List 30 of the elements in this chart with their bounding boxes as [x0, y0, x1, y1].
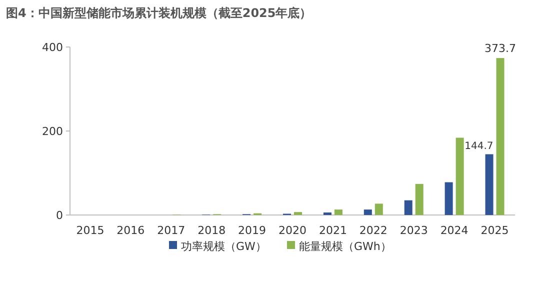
bar: [364, 210, 372, 215]
bar: [334, 210, 342, 215]
data-label: 144.7: [464, 141, 494, 152]
bar: [323, 212, 332, 215]
x-tick-label: 2024: [440, 224, 468, 237]
y-tick-label: 200: [42, 125, 63, 138]
bar: [444, 182, 453, 215]
data-label: 373.7: [484, 42, 516, 56]
chart-title: 图4：中国新型储能市场累计装机规模（截至2025年底）: [6, 6, 312, 20]
x-tick-label: 2022: [359, 224, 388, 237]
y-tick-label: 400: [42, 41, 63, 54]
x-tick-label: 2015: [76, 224, 104, 237]
x-tick-label: 2019: [238, 224, 266, 237]
bar: [496, 58, 504, 215]
x-tick-label: 2017: [157, 224, 186, 237]
legend-label: 功率规模（GW）: [181, 240, 266, 253]
bar: [374, 204, 383, 215]
bar: [404, 200, 412, 215]
x-tick-label: 2023: [400, 224, 428, 237]
bar: [456, 138, 464, 215]
bar: [294, 212, 302, 215]
x-tick-label: 2021: [318, 224, 347, 237]
x-tick-label: 2018: [198, 224, 226, 237]
y-tick-label: 0: [56, 209, 63, 222]
x-tick-label: 2025: [480, 224, 509, 237]
legend-label: 能量规模（GWh）: [299, 240, 392, 253]
bar: [485, 154, 494, 215]
bar: [415, 184, 424, 215]
x-tick-label: 2016: [116, 224, 145, 237]
x-tick-label: 2020: [278, 224, 306, 237]
